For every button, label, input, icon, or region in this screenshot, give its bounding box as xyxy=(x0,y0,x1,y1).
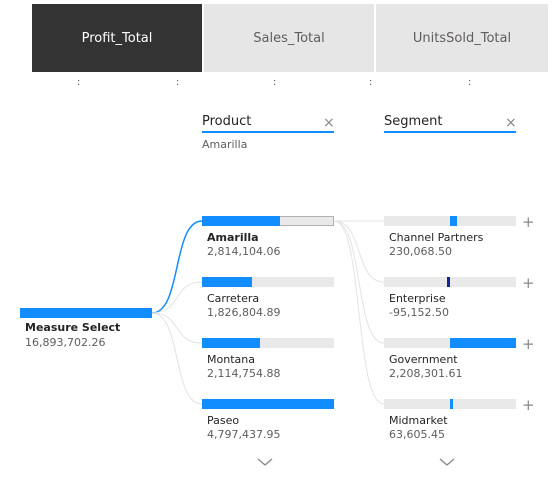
product-value: 2,814,104.06 xyxy=(207,245,281,258)
product-header[interactable]: Product xyxy=(202,114,252,129)
segment-bar xyxy=(384,399,516,409)
product-bar-fill xyxy=(202,399,334,409)
connector-root-paseo xyxy=(151,312,203,405)
product-value: 1,826,804.89 xyxy=(207,306,281,319)
product-bar-fill xyxy=(202,338,260,348)
root-label: Measure Select xyxy=(25,321,121,334)
root-bar-fill xyxy=(20,308,152,318)
segment-label: Channel Partners xyxy=(389,231,484,244)
root-bar xyxy=(20,308,152,318)
segment-value: -95,152.50 xyxy=(389,306,449,319)
product-label: Paseo xyxy=(207,414,240,427)
product-label: Montana xyxy=(207,353,255,366)
expand-plus-icon[interactable]: + xyxy=(522,335,535,353)
product-selected-label: Amarilla xyxy=(202,138,248,151)
segment-label: Government xyxy=(389,353,458,366)
segment-bar-fill xyxy=(450,338,516,348)
close-icon[interactable]: × xyxy=(323,115,335,131)
segment-bar-fill xyxy=(447,277,450,287)
product-label: Carretera xyxy=(207,292,260,305)
segment-bar xyxy=(384,216,516,226)
expand-plus-icon[interactable]: + xyxy=(522,274,535,292)
tab-separator-dot: : xyxy=(273,77,277,88)
expand-plus-icon[interactable]: + xyxy=(522,213,535,231)
close-icon[interactable]: × xyxy=(505,115,517,131)
connector-root-carretera xyxy=(151,281,203,314)
tab-profit-total[interactable]: Profit_Total xyxy=(32,4,202,72)
connector-amarilla-midmarket xyxy=(333,220,385,405)
connector-root-montana xyxy=(151,312,203,344)
root-value: 16,893,702.26 xyxy=(25,336,106,349)
measure-tabs: Profit_Total Sales_Total UnitsSold_Total xyxy=(32,4,548,72)
connector-amarilla-enterprise xyxy=(333,220,385,283)
product-bar xyxy=(202,216,334,226)
segment-label: Midmarket xyxy=(389,414,448,427)
tab-separator-dot: : xyxy=(468,77,472,88)
product-header-underline xyxy=(202,131,334,133)
segment-value: 230,068.50 xyxy=(389,245,452,258)
expand-plus-icon[interactable]: + xyxy=(522,396,535,414)
product-value: 4,797,437.95 xyxy=(207,428,281,441)
segment-bar xyxy=(384,277,516,287)
tab-unitssold-total[interactable]: UnitsSold_Total xyxy=(376,4,548,72)
product-value: 2,114,754.88 xyxy=(207,367,281,380)
segment-bar-fill xyxy=(450,216,457,226)
tab-separator-dot: : xyxy=(77,77,81,88)
product-bar-fill xyxy=(202,277,252,287)
segment-value: 63,605.45 xyxy=(389,428,445,441)
segment-value: 2,208,301.61 xyxy=(389,367,463,380)
tab-sales-total[interactable]: Sales_Total xyxy=(204,4,374,72)
product-bar xyxy=(202,338,334,348)
product-bar xyxy=(202,399,334,409)
product-label: Amarilla xyxy=(207,231,259,244)
connector-root-amarilla xyxy=(151,220,203,314)
segment-header-underline xyxy=(384,131,516,133)
segment-bar-fill xyxy=(450,399,453,409)
segment-bar xyxy=(384,338,516,348)
segment-label: Enterprise xyxy=(389,292,446,305)
tab-separator-dot: : xyxy=(176,77,180,88)
tab-separator-dot: : xyxy=(369,77,373,88)
product-bar xyxy=(202,277,334,287)
product-bar-fill xyxy=(202,216,280,226)
segment-header[interactable]: Segment xyxy=(384,114,443,129)
connector-amarilla-government xyxy=(333,220,385,344)
